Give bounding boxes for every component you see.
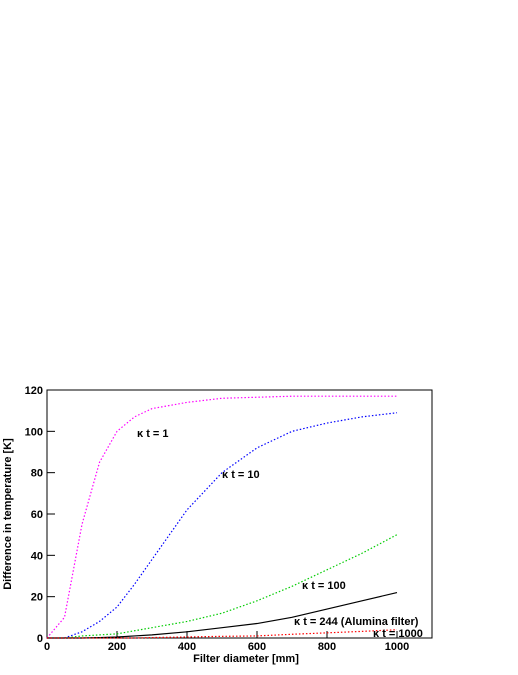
series-label: κ t = 10 bbox=[222, 469, 260, 481]
x-tick-label: 1000 bbox=[385, 641, 409, 653]
x-tick-label: 800 bbox=[318, 641, 336, 653]
y-tick-label: 40 bbox=[31, 550, 43, 562]
series-label: κ t = 1000 bbox=[373, 628, 423, 640]
y-tick-label: 100 bbox=[25, 426, 43, 438]
y-tick-label: 80 bbox=[31, 468, 43, 480]
series-label: κ t = 244 (Alumina filter) bbox=[294, 616, 419, 628]
series-label: κ t = 100 bbox=[302, 580, 346, 592]
series-label: κ t = 1 bbox=[137, 428, 169, 440]
series-line bbox=[47, 534, 398, 639]
y-tick-label: 0 bbox=[37, 633, 43, 645]
x-axis-title: Filter diameter [mm] bbox=[193, 653, 299, 665]
x-tick-label: 200 bbox=[108, 641, 126, 653]
plot-frame bbox=[46, 389, 433, 639]
series-line bbox=[47, 591, 398, 639]
y-axis-title: Difference in temperature [K] bbox=[2, 438, 14, 590]
y-tick-label: 120 bbox=[25, 385, 43, 397]
x-tick-label: 600 bbox=[248, 641, 266, 653]
x-tick-label: 0 bbox=[44, 641, 50, 653]
series-line bbox=[47, 629, 398, 639]
series-line bbox=[46, 395, 397, 639]
x-tick-label: 400 bbox=[178, 641, 196, 653]
y-tick-label: 60 bbox=[31, 509, 43, 521]
series-line bbox=[47, 412, 398, 639]
y-tick-label: 20 bbox=[31, 592, 43, 604]
